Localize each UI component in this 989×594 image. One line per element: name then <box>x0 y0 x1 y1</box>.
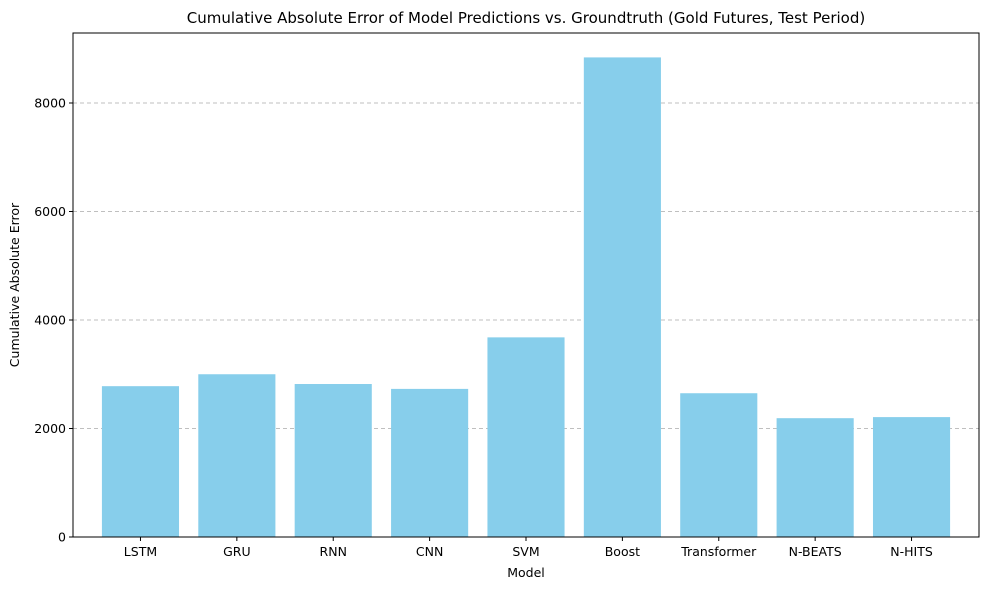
bar-transformer <box>680 393 758 537</box>
y-tick-label: 2000 <box>34 421 66 436</box>
x-tick-label: Transformer <box>680 544 757 559</box>
bar-n-beats <box>776 418 854 537</box>
x-tick-label: LSTM <box>124 544 157 559</box>
bar-lstm <box>101 386 180 537</box>
bar-svm <box>487 337 565 537</box>
bar-cnn <box>391 388 469 537</box>
y-tick-label: 4000 <box>34 312 66 327</box>
bar-boost <box>583 57 661 537</box>
x-tick-label: GRU <box>223 544 251 559</box>
x-axis-ticks: LSTM GRU RNN CNN SVM Boost Transformer N-BEATS N… <box>124 537 933 559</box>
bar-gru <box>198 374 276 537</box>
bars <box>101 57 951 537</box>
bar-n-hits <box>872 417 951 537</box>
y-axis-ticks: 0 2000 4000 6000 8000 <box>34 95 73 545</box>
y-tick-label: 0 <box>58 530 66 545</box>
chart-title: Cumulative Absolute Error of Model Predi… <box>187 9 865 27</box>
x-tick-label: RNN <box>320 544 347 559</box>
x-tick-label: N-BEATS <box>789 544 842 559</box>
bar-rnn <box>294 384 372 537</box>
x-tick-label: Boost <box>605 544 640 559</box>
x-tick-label: N-HITS <box>890 544 933 559</box>
x-axis-label: Model <box>507 565 545 580</box>
y-axis-label: Cumulative Absolute Error <box>7 202 22 367</box>
y-tick-label: 6000 <box>34 204 66 219</box>
x-tick-label: SVM <box>512 544 539 559</box>
x-tick-label: CNN <box>416 544 443 559</box>
y-tick-label: 8000 <box>34 95 66 110</box>
